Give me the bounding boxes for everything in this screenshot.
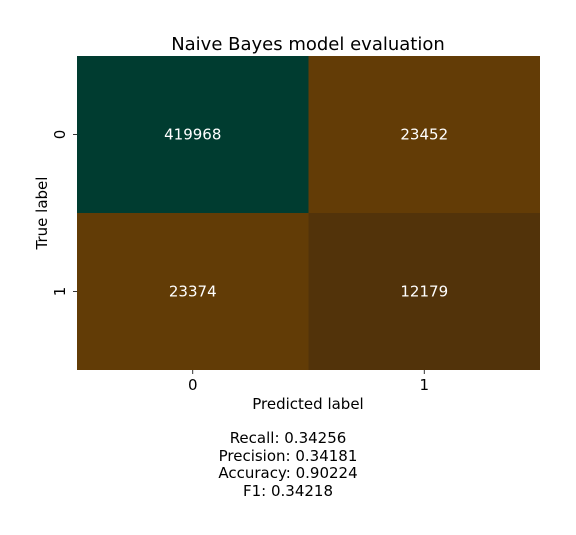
y-tick-labels: 01 [51,130,77,297]
x-tick-label: 0 [188,376,198,394]
heatmap-cell-1-0 [77,213,309,370]
recall-text: Recall: 0.34256 [229,429,347,447]
f1-text: F1: 0.34218 [242,481,334,500]
y-axis-label: True label [33,177,51,251]
heatmap-cell-0-0 [77,56,309,213]
cell-value-label-0-0: 419968 [164,126,221,144]
cell-value-label-1-1: 12179 [400,283,448,301]
accuracy-text: Accuracy: 0.90224 [218,464,358,482]
heatmap-cell-0-1 [308,56,540,213]
y-tick-label: 1 [51,287,69,297]
precision-text: Precision: 0.34181 [218,446,358,465]
cell-value-label-1-0: 23374 [169,283,217,301]
y-tick-label: 0 [51,130,69,140]
chart-title: Naive Bayes model evaluation [171,34,445,55]
heatmap-cell-1-1 [308,213,540,370]
metrics-block: Recall: 0.34256 Precision: 0.34181 Accur… [0,429,576,500]
cell-value-label-0-1: 23452 [400,126,448,144]
x-axis-label: Predicted label [252,395,363,413]
x-tick-label: 1 [419,376,429,394]
heatmap-cells: 419968 23452 23374 12179 [77,56,540,370]
